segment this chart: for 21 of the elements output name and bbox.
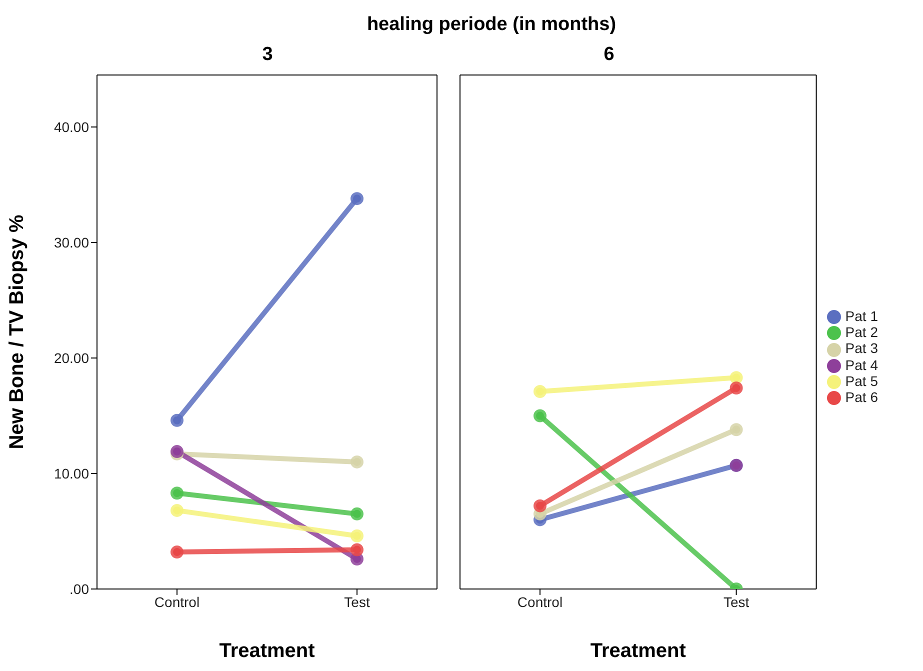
x-axis-title: Treatment	[219, 640, 316, 662]
y-tick-label: 10.00	[54, 465, 90, 482]
legend-label: Pat 3	[845, 340, 878, 356]
legend-label: Pat 5	[845, 372, 878, 389]
y-tick-label: 20.00	[54, 350, 90, 366]
x-tick-label: Test	[344, 594, 370, 610]
legend-label: Pat 4	[845, 356, 878, 372]
y-tick-label: 40.00	[54, 118, 90, 135]
legend-label: Pat 1	[845, 308, 878, 324]
y-tick-label: 30.00	[54, 234, 90, 250]
text: healing periode (in months)	[366, 13, 618, 37]
chart-subtitle: 6	[602, 44, 616, 66]
y-tick-label: .00	[70, 580, 90, 597]
x-tick-label: Test	[723, 594, 750, 610]
chart-subtitle: 3	[261, 44, 274, 66]
x-tick-label: Control	[154, 594, 200, 610]
legend-label: Pat 6	[845, 389, 878, 406]
x-axis-title: Treatment	[590, 640, 686, 662]
y-axis-title: New Bone / TV Biopsy %	[6, 214, 28, 450]
x-tick-label: Control	[517, 594, 563, 610]
legend-label: Pat 2	[845, 324, 878, 340]
